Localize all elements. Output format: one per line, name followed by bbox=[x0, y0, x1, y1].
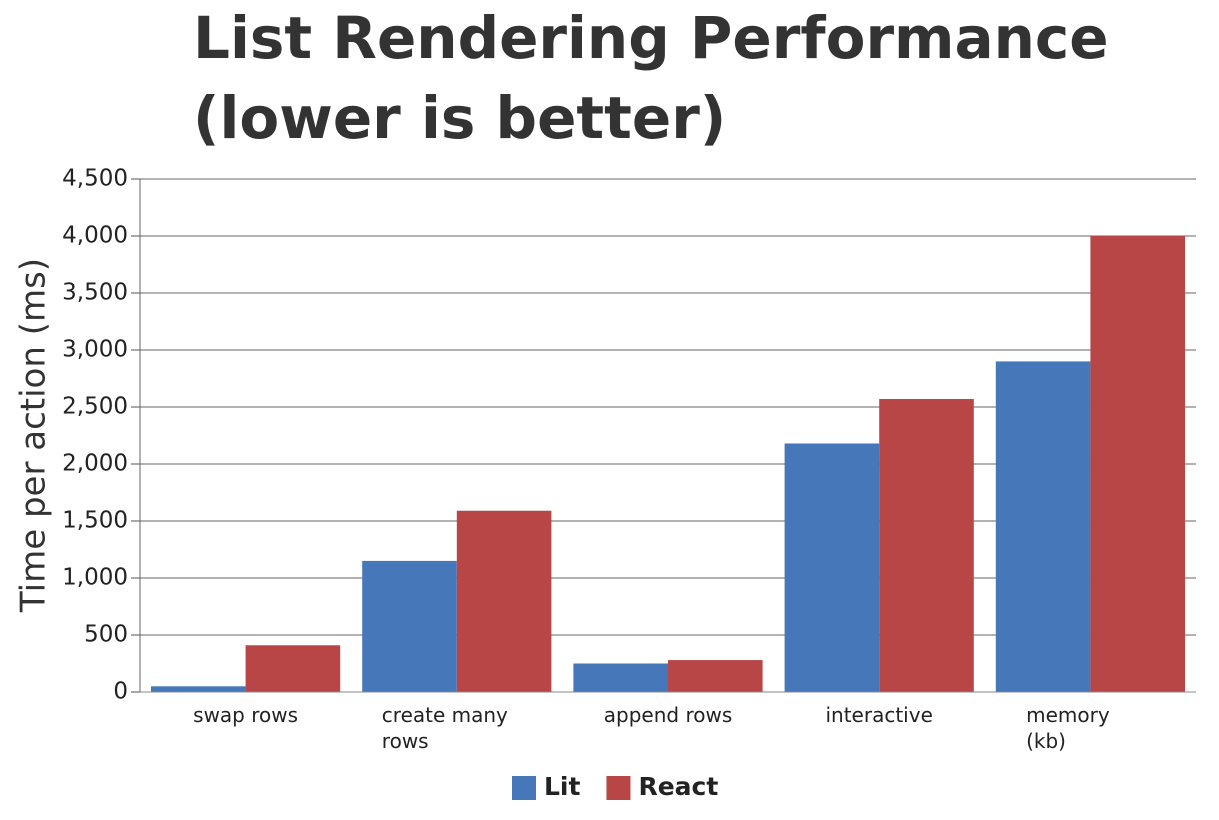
y-axis-label: Time per action (ms) bbox=[14, 258, 54, 613]
x-tick-label: create many rows bbox=[381, 703, 508, 753]
legend-label: React bbox=[638, 772, 718, 801]
y-tick-label: 2,000 bbox=[62, 451, 128, 477]
y-tick-label: 1,500 bbox=[62, 508, 128, 534]
x-tick-label: interactive bbox=[825, 703, 933, 727]
y-tick-label: 3,000 bbox=[62, 337, 128, 363]
chart-title: (lower is better) bbox=[193, 84, 726, 152]
x-tick-label: memory (kb) bbox=[1026, 703, 1110, 753]
x-tick-label: append rows bbox=[603, 703, 733, 727]
legend-swatch bbox=[512, 776, 536, 800]
y-tick-label: 1,000 bbox=[62, 565, 128, 591]
y-tick-label: 4,500 bbox=[62, 166, 128, 192]
bar bbox=[1090, 236, 1185, 692]
bar bbox=[573, 663, 668, 692]
bar bbox=[151, 686, 246, 692]
y-tick-label: 3,500 bbox=[62, 280, 128, 306]
bar bbox=[668, 660, 763, 692]
bar bbox=[784, 443, 880, 692]
y-tick-label: 2,500 bbox=[62, 394, 128, 420]
y-tick-label: 4,000 bbox=[62, 223, 128, 249]
bar bbox=[362, 560, 457, 692]
bar bbox=[245, 645, 341, 692]
legend-label: Lit bbox=[544, 772, 580, 801]
bar bbox=[879, 399, 974, 692]
y-tick-label: 500 bbox=[84, 622, 128, 648]
bar bbox=[456, 510, 552, 692]
legend-swatch bbox=[606, 776, 631, 800]
bar bbox=[995, 361, 1091, 692]
y-tick-label: 0 bbox=[113, 679, 128, 705]
chart-title: List Rendering Performance bbox=[193, 4, 1109, 72]
x-tick-label: swap rows bbox=[193, 703, 299, 727]
